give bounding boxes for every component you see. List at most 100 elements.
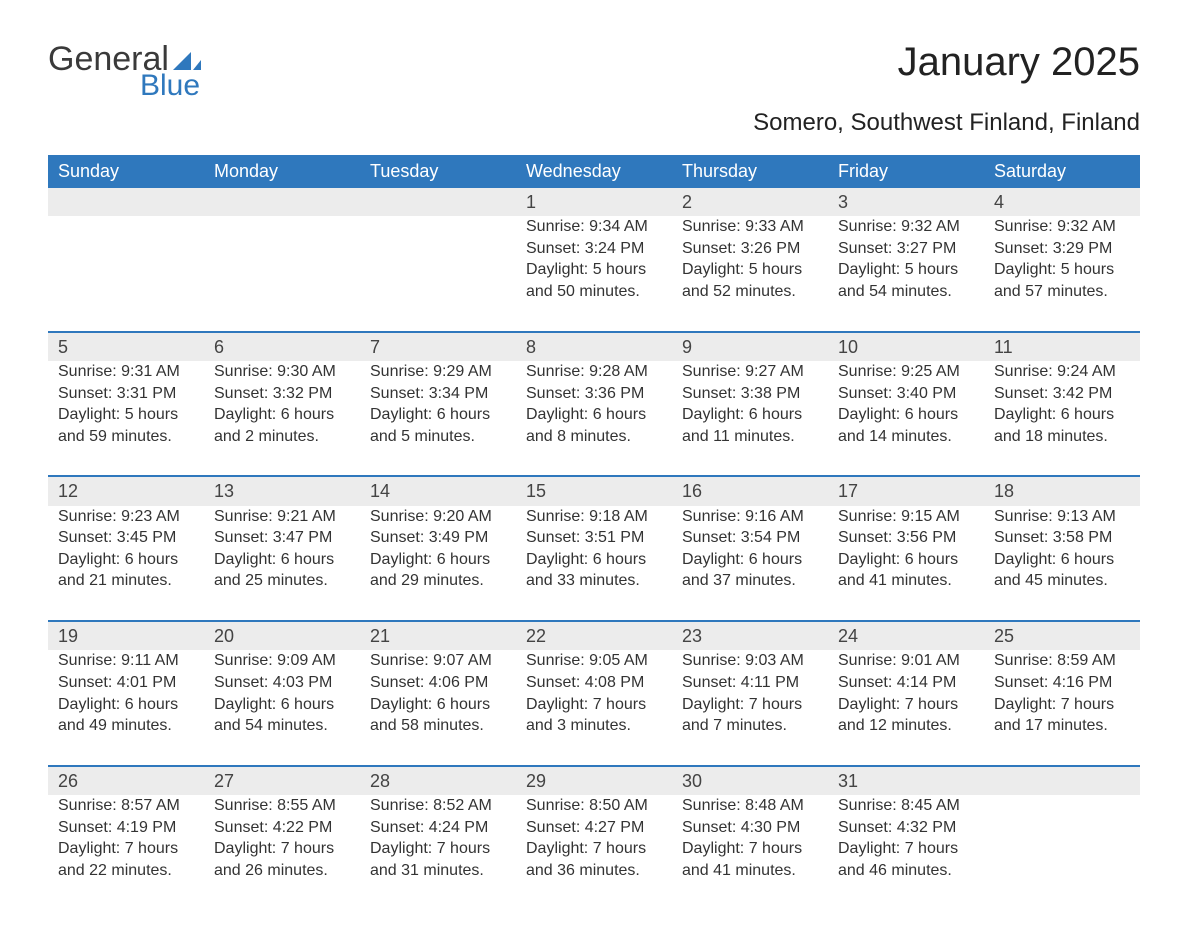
sunrise-line: Sunrise: 9:13 AM	[994, 506, 1130, 528]
day-number-cell: 8	[516, 332, 672, 361]
day-number-cell	[204, 188, 360, 216]
day-info-cell	[48, 216, 204, 331]
sunrise-line: Sunrise: 8:59 AM	[994, 650, 1130, 672]
day-number-cell: 29	[516, 766, 672, 795]
sunset-line: Sunset: 4:08 PM	[526, 672, 662, 694]
weekday-header: Friday	[828, 155, 984, 188]
day-info-cell: Sunrise: 9:20 AMSunset: 3:49 PMDaylight:…	[360, 506, 516, 621]
daylight-line: Daylight: 6 hours and 33 minutes.	[526, 549, 662, 592]
sunrise-line: Sunrise: 9:27 AM	[682, 361, 818, 383]
day-number-cell: 1	[516, 188, 672, 216]
day-number-cell: 21	[360, 621, 516, 650]
sunrise-line: Sunrise: 9:15 AM	[838, 506, 974, 528]
day-info-cell	[204, 216, 360, 331]
daylight-line: Daylight: 6 hours and 54 minutes.	[214, 694, 350, 737]
daylight-line: Daylight: 6 hours and 8 minutes.	[526, 404, 662, 447]
day-number-cell: 15	[516, 476, 672, 505]
sunset-line: Sunset: 4:27 PM	[526, 817, 662, 839]
sunset-line: Sunset: 3:31 PM	[58, 383, 194, 405]
sunrise-line: Sunrise: 9:25 AM	[838, 361, 974, 383]
day-info-cell: Sunrise: 9:13 AMSunset: 3:58 PMDaylight:…	[984, 506, 1140, 621]
week-daynum-row: 567891011	[48, 332, 1140, 361]
sunrise-line: Sunrise: 8:48 AM	[682, 795, 818, 817]
day-number-cell	[984, 766, 1140, 795]
day-info-cell: Sunrise: 8:45 AMSunset: 4:32 PMDaylight:…	[828, 795, 984, 909]
weekday-header: Sunday	[48, 155, 204, 188]
day-info-cell: Sunrise: 9:11 AMSunset: 4:01 PMDaylight:…	[48, 650, 204, 765]
daylight-line: Daylight: 7 hours and 31 minutes.	[370, 838, 506, 881]
sunset-line: Sunset: 4:24 PM	[370, 817, 506, 839]
sunset-line: Sunset: 4:32 PM	[838, 817, 974, 839]
day-number-cell: 31	[828, 766, 984, 795]
header-row: General Blue January 2025	[48, 40, 1140, 103]
day-info-cell: Sunrise: 8:52 AMSunset: 4:24 PMDaylight:…	[360, 795, 516, 909]
sunrise-line: Sunrise: 9:21 AM	[214, 506, 350, 528]
daylight-line: Daylight: 5 hours and 54 minutes.	[838, 259, 974, 302]
sunset-line: Sunset: 3:47 PM	[214, 527, 350, 549]
calendar-body: 1234Sunrise: 9:34 AMSunset: 3:24 PMDayli…	[48, 188, 1140, 909]
sunset-line: Sunset: 4:01 PM	[58, 672, 194, 694]
week-info-row: Sunrise: 9:23 AMSunset: 3:45 PMDaylight:…	[48, 506, 1140, 621]
sunset-line: Sunset: 3:45 PM	[58, 527, 194, 549]
sunset-line: Sunset: 3:24 PM	[526, 238, 662, 260]
day-info-cell: Sunrise: 8:48 AMSunset: 4:30 PMDaylight:…	[672, 795, 828, 909]
page-title: January 2025	[898, 40, 1140, 85]
daylight-line: Daylight: 5 hours and 50 minutes.	[526, 259, 662, 302]
week-daynum-row: 262728293031	[48, 766, 1140, 795]
logo: General Blue	[48, 40, 201, 103]
day-info-cell	[360, 216, 516, 331]
day-info-cell: Sunrise: 8:57 AMSunset: 4:19 PMDaylight:…	[48, 795, 204, 909]
daylight-line: Daylight: 7 hours and 17 minutes.	[994, 694, 1130, 737]
sunrise-line: Sunrise: 9:32 AM	[838, 216, 974, 238]
sunset-line: Sunset: 3:40 PM	[838, 383, 974, 405]
day-number-cell: 9	[672, 332, 828, 361]
daylight-line: Daylight: 7 hours and 46 minutes.	[838, 838, 974, 881]
day-info-cell: Sunrise: 9:24 AMSunset: 3:42 PMDaylight:…	[984, 361, 1140, 476]
sunrise-line: Sunrise: 9:09 AM	[214, 650, 350, 672]
day-info-cell: Sunrise: 8:55 AMSunset: 4:22 PMDaylight:…	[204, 795, 360, 909]
sunset-line: Sunset: 3:29 PM	[994, 238, 1130, 260]
weekday-header: Saturday	[984, 155, 1140, 188]
day-info-cell: Sunrise: 9:31 AMSunset: 3:31 PMDaylight:…	[48, 361, 204, 476]
sunset-line: Sunset: 3:27 PM	[838, 238, 974, 260]
sunset-line: Sunset: 3:34 PM	[370, 383, 506, 405]
day-info-cell: Sunrise: 9:18 AMSunset: 3:51 PMDaylight:…	[516, 506, 672, 621]
weekday-header: Tuesday	[360, 155, 516, 188]
day-number-cell: 27	[204, 766, 360, 795]
daylight-line: Daylight: 7 hours and 36 minutes.	[526, 838, 662, 881]
week-info-row: Sunrise: 9:11 AMSunset: 4:01 PMDaylight:…	[48, 650, 1140, 765]
day-info-cell: Sunrise: 8:59 AMSunset: 4:16 PMDaylight:…	[984, 650, 1140, 765]
day-info-cell: Sunrise: 9:25 AMSunset: 3:40 PMDaylight:…	[828, 361, 984, 476]
daylight-line: Daylight: 6 hours and 41 minutes.	[838, 549, 974, 592]
day-number-cell: 20	[204, 621, 360, 650]
day-number-cell: 17	[828, 476, 984, 505]
sunrise-line: Sunrise: 9:05 AM	[526, 650, 662, 672]
sunset-line: Sunset: 3:56 PM	[838, 527, 974, 549]
sunset-line: Sunset: 3:36 PM	[526, 383, 662, 405]
daylight-line: Daylight: 6 hours and 21 minutes.	[58, 549, 194, 592]
sunrise-line: Sunrise: 8:50 AM	[526, 795, 662, 817]
weekday-header: Wednesday	[516, 155, 672, 188]
day-number-cell: 12	[48, 476, 204, 505]
day-info-cell: Sunrise: 9:05 AMSunset: 4:08 PMDaylight:…	[516, 650, 672, 765]
weekday-header-row: SundayMondayTuesdayWednesdayThursdayFrid…	[48, 155, 1140, 188]
sunrise-line: Sunrise: 8:55 AM	[214, 795, 350, 817]
day-info-cell: Sunrise: 9:30 AMSunset: 3:32 PMDaylight:…	[204, 361, 360, 476]
daylight-line: Daylight: 7 hours and 12 minutes.	[838, 694, 974, 737]
weekday-header: Thursday	[672, 155, 828, 188]
week-info-row: Sunrise: 9:34 AMSunset: 3:24 PMDaylight:…	[48, 216, 1140, 331]
sunrise-line: Sunrise: 9:33 AM	[682, 216, 818, 238]
weekday-header: Monday	[204, 155, 360, 188]
day-info-cell: Sunrise: 9:23 AMSunset: 3:45 PMDaylight:…	[48, 506, 204, 621]
logo-word2: Blue	[140, 69, 200, 103]
sunrise-line: Sunrise: 9:03 AM	[682, 650, 818, 672]
day-info-cell: Sunrise: 9:32 AMSunset: 3:27 PMDaylight:…	[828, 216, 984, 331]
day-info-cell: Sunrise: 9:32 AMSunset: 3:29 PMDaylight:…	[984, 216, 1140, 331]
daylight-line: Daylight: 5 hours and 59 minutes.	[58, 404, 194, 447]
day-number-cell: 18	[984, 476, 1140, 505]
day-number-cell: 16	[672, 476, 828, 505]
daylight-line: Daylight: 7 hours and 26 minutes.	[214, 838, 350, 881]
daylight-line: Daylight: 6 hours and 58 minutes.	[370, 694, 506, 737]
sunset-line: Sunset: 4:30 PM	[682, 817, 818, 839]
sunset-line: Sunset: 3:42 PM	[994, 383, 1130, 405]
